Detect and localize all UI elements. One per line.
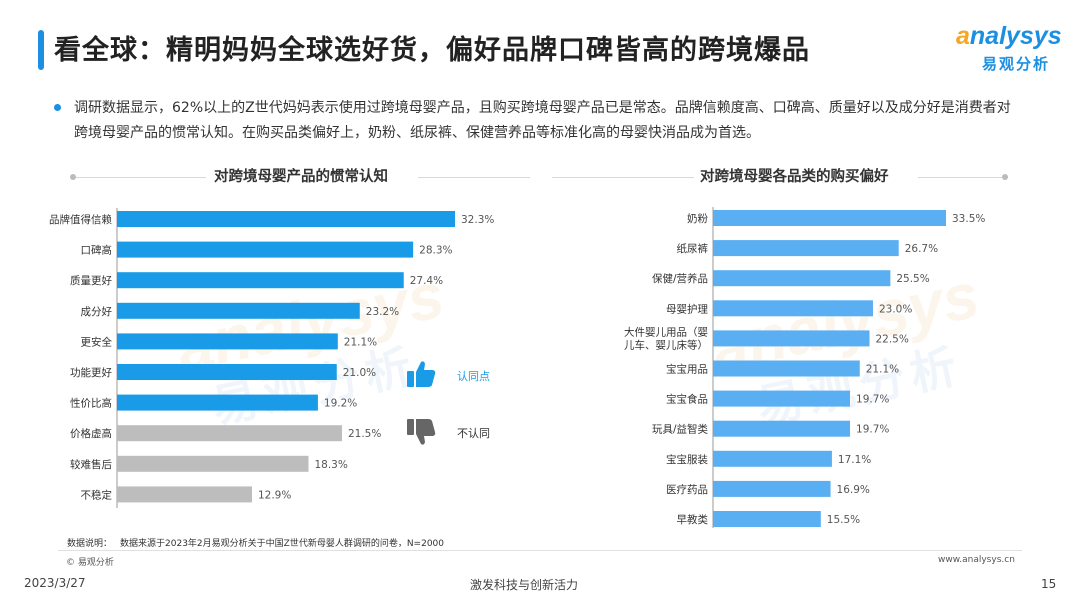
category-label: 保健/营养品	[652, 272, 708, 285]
bar	[117, 486, 252, 503]
bar-value-label: 27.4%	[410, 275, 443, 287]
legend-disagree-label: 不认同	[457, 427, 490, 440]
right-chart-title: 对跨境母婴各品类的购买偏好	[700, 169, 889, 185]
bar	[117, 211, 455, 227]
bar	[117, 241, 414, 258]
bar-value-label: 23.2%	[366, 306, 399, 318]
bar	[713, 240, 899, 257]
left-panel-divider	[76, 177, 206, 178]
bar	[117, 302, 360, 319]
bar-value-label: 32.3%	[461, 214, 494, 226]
category-label: 宝宝用品	[666, 363, 708, 376]
bar-value-label: 19.7%	[856, 424, 889, 436]
brand-logo: analysys 易观分析	[956, 22, 1066, 82]
category-label: 玩具/益智类	[652, 423, 709, 436]
title-accent-bar	[38, 30, 44, 70]
bar	[713, 300, 873, 317]
category-label: 母婴护理	[666, 302, 708, 315]
brand-logo-chinese: 易观分析	[982, 55, 1051, 73]
category-label: 价格虚高	[70, 427, 112, 440]
bar	[117, 364, 337, 380]
bar	[117, 394, 318, 411]
category-label: 成分好	[81, 306, 113, 318]
bar-value-label: 19.2%	[324, 398, 357, 410]
brand-logo-wordmark: analysys	[956, 22, 1062, 50]
bar-value-label: 21.0%	[343, 367, 376, 379]
category-label: 医疗药品	[666, 483, 708, 496]
category-label: 不稳定	[81, 488, 113, 501]
bar-value-label: 33.5%	[952, 213, 985, 225]
bar-value-label: 17.1%	[838, 454, 871, 466]
bar	[117, 333, 338, 350]
bar	[713, 480, 831, 497]
bar-value-label: 21.1%	[866, 364, 899, 376]
legend-agree-label: 认同点	[457, 370, 490, 383]
bar-value-label: 25.5%	[896, 273, 929, 285]
category-label: 口碑高	[81, 244, 113, 257]
page-number: 15	[1041, 577, 1057, 591]
data-source-note: 数据说明： 数据来源于2023年2月易观分析关于中国Z世代新母婴人群调研的问卷，N…	[67, 539, 444, 549]
bar	[713, 360, 860, 377]
thumbs-up-icon	[406, 360, 436, 392]
right-panel-divider	[918, 177, 1002, 178]
right-panel-divider	[552, 177, 694, 178]
category-label: 品牌值得信赖	[49, 213, 112, 226]
footer-divider	[58, 550, 1022, 551]
divider-dot-icon	[70, 174, 76, 180]
summary-text: 调研数据显示，62%以上的Z世代妈妈表示使用过跨境母婴产品，且购买跨境母婴产品已…	[74, 100, 1011, 141]
website-link[interactable]: www.analysys.cn	[938, 555, 1015, 565]
bullet-icon	[54, 104, 61, 111]
category-label: 较难售后	[70, 458, 112, 471]
divider-dot-icon	[1002, 174, 1008, 180]
category-label: 早教类	[677, 513, 709, 526]
category-label: 功能更好	[70, 366, 112, 379]
bar	[713, 420, 851, 437]
bar-value-label: 21.5%	[348, 428, 381, 440]
report-date: 2023/3/27	[24, 576, 86, 590]
thumbs-down-icon	[406, 418, 436, 450]
bar-value-label: 12.9%	[258, 489, 291, 501]
bar-value-label: 19.7%	[856, 394, 889, 406]
bar	[713, 511, 821, 527]
category-label: 大件婴儿用品（婴儿车、婴儿床等）	[624, 325, 708, 351]
bar-charts: 32.3% 品牌值得信赖 28.3% 口碑高 27.4% 质量更好 23.2% 成分好 21.1…	[49, 207, 985, 528]
category-label: 宝宝服装	[666, 453, 708, 466]
category-label: 更安全	[81, 335, 113, 348]
bar-value-label: 16.9%	[837, 484, 870, 496]
category-label: 宝宝食品	[666, 393, 708, 406]
category-label: 质量更好	[70, 275, 112, 287]
bar	[117, 272, 404, 289]
bar	[117, 455, 309, 472]
category-label: 奶粉	[687, 212, 708, 225]
bar	[713, 450, 832, 467]
bar	[713, 210, 946, 226]
page-title: 看全球：精明妈妈全球选好货，偏好品牌口碑皆高的跨境爆品	[54, 35, 810, 66]
bar-value-label: 15.5%	[827, 514, 860, 526]
category-label: 性价比高	[70, 397, 112, 410]
copyright-text: © 易观分析	[66, 558, 114, 568]
bar-value-label: 26.7%	[905, 243, 938, 255]
bar-value-label: 22.5%	[875, 333, 908, 345]
bar	[713, 330, 870, 347]
left-chart-title: 对跨境母婴产品的惯常认知	[214, 169, 388, 185]
bar-value-label: 28.3%	[419, 245, 452, 257]
left-panel-divider	[418, 177, 530, 178]
bar-value-label: 21.1%	[344, 336, 377, 348]
bar	[713, 390, 851, 407]
bar-value-label: 23.0%	[879, 303, 912, 315]
bar	[713, 270, 891, 287]
bar	[117, 425, 342, 442]
category-label: 纸尿裤	[677, 242, 709, 255]
bar-value-label: 18.3%	[314, 459, 347, 471]
footer-slogan: 激发科技与创新活力	[470, 578, 579, 592]
